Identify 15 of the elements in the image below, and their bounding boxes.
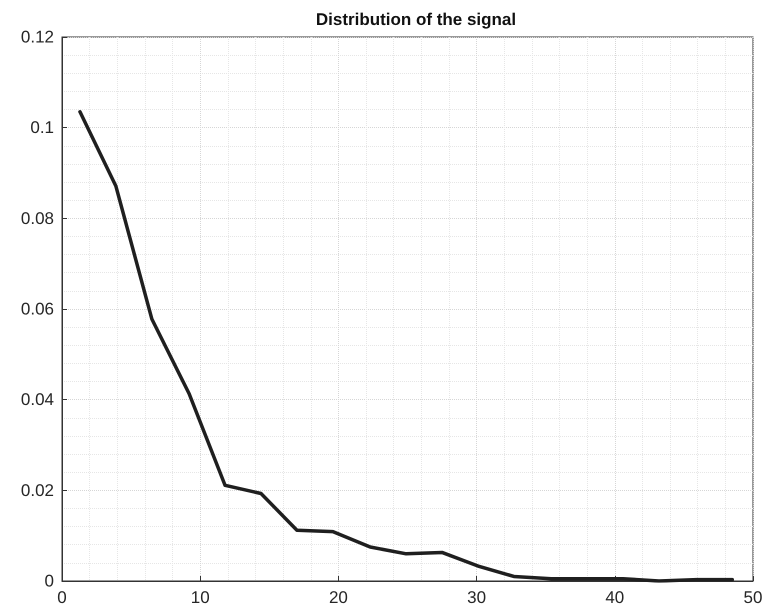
x-tick-label: 40	[605, 588, 624, 607]
y-tick-label: 0.06	[20, 300, 54, 318]
y-tick-label: 0.12	[20, 28, 54, 46]
y-tick-label: 0.08	[20, 208, 54, 228]
y-tick-label: 0	[44, 572, 54, 590]
x-tick-label: 50	[744, 588, 762, 607]
x-tick-label: 20	[328, 588, 348, 607]
chart-title: Distribution of the signal	[316, 10, 516, 29]
y-tick-label: 0.02	[20, 480, 54, 500]
x-tick-label: 30	[467, 588, 486, 607]
line-series	[78, 110, 734, 583]
y-tick-label: 0.04	[20, 390, 54, 410]
x-tick-label: 10	[190, 588, 210, 607]
x-tick-label: 0	[57, 588, 67, 607]
y-tick-label: 0.1	[30, 118, 54, 138]
